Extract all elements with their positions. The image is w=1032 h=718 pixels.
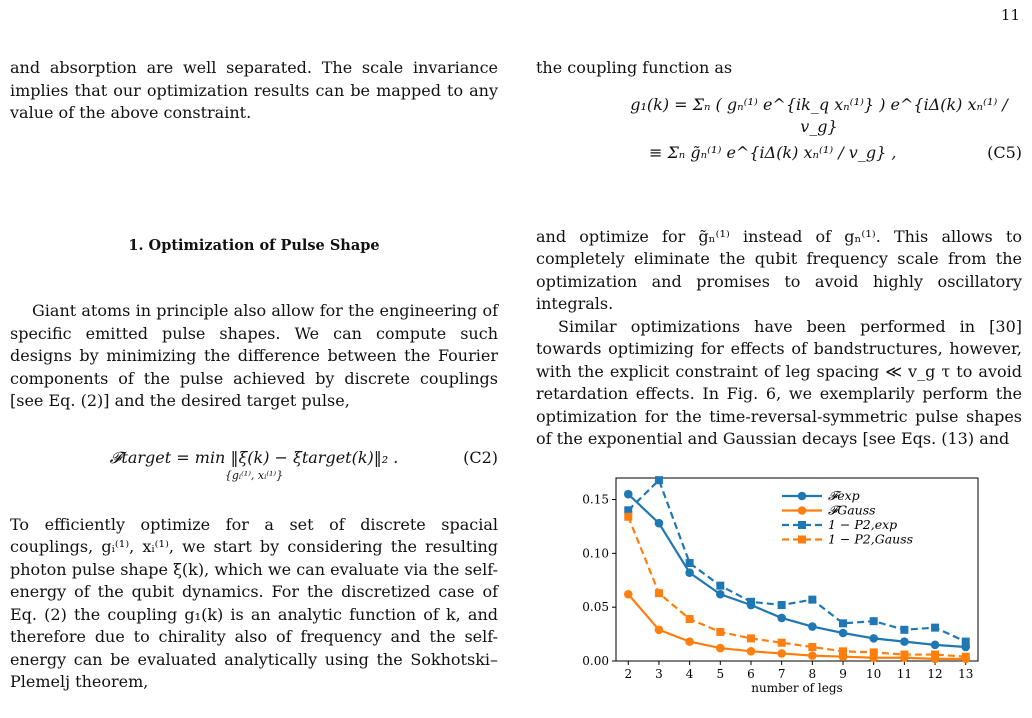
left-paragraph-2: Giant atoms in principle also allow for … (10, 301, 498, 410)
equation-c5: g₁(k) = Σₙ ( gₙ⁽¹⁾ e^{ik_q xₙ⁽¹⁾} ) e^{i… (536, 94, 1022, 186)
series-marker (900, 637, 909, 646)
equation-c2-body: 𝓕target = min ‖ξ(k) − ξtarget(k)‖₂ . (109, 447, 399, 467)
series-marker (746, 647, 756, 656)
figure-6-chart: 0.00 0.05 0.10 0.15 2 3 4 5 6 7 8 9 10 11 12 13 number o… (582, 476, 979, 695)
series-marker (869, 634, 878, 643)
equation-c2-subscript: {gᵢ⁽¹⁾, xᵢ⁽¹⁾} (224, 468, 284, 482)
legend-label-3: 1 − P2,Gauss (828, 532, 913, 547)
series-line-2 (627, 478, 967, 643)
right-paragraph-1: the coupling function as (536, 58, 733, 77)
series-marker (624, 506, 633, 515)
series-marker (777, 601, 786, 610)
series-marker (961, 652, 970, 661)
left-column: and absorption are well separated. The s… (10, 57, 498, 694)
left-paragraph-1: and absorption are well separated. The s… (10, 58, 498, 122)
series-marker (654, 476, 663, 485)
equation-c5-line2: ≡ Σₙ g̃ₙ⁽¹⁾ e^{iΔ(k) xₙ⁽¹⁾ / v_g} , (649, 142, 897, 162)
legend-marker (797, 491, 807, 501)
legend-marker (797, 506, 807, 515)
series-marker (685, 637, 694, 646)
series-marker (838, 628, 848, 638)
legend-label-0: 𝓕exp (828, 488, 860, 503)
y-tick-label: 0.05 (582, 600, 609, 614)
equation-c2: 𝓕target = min ‖ξ(k) − ξtarget(k)‖₂ . {gᵢ… (10, 444, 498, 486)
series-marker (746, 597, 755, 606)
series-marker (931, 650, 940, 659)
equation-c2-number: (C2) (463, 447, 498, 467)
series-marker (808, 595, 817, 604)
series-marker (808, 651, 817, 660)
series-marker (746, 634, 755, 643)
plot-frame (615, 477, 979, 662)
legend-marker (798, 521, 806, 529)
equation-c5-line1: g₁(k) = Σₙ ( gₙ⁽¹⁾ e^{ik_q xₙ⁽¹⁾} ) e^{i… (630, 94, 1008, 137)
series-marker (869, 648, 878, 657)
series-marker (808, 643, 817, 652)
x-tick-label: 4 (686, 667, 694, 681)
x-tick-label: 6 (747, 667, 755, 681)
series-marker (654, 589, 663, 598)
series-marker (623, 589, 633, 599)
equation-c5-number: (C5) (987, 142, 1022, 162)
x-tick-label: 10 (866, 667, 881, 681)
x-tick-label: 3 (655, 667, 663, 681)
x-tick-label: 12 (927, 667, 942, 681)
series-marker (685, 615, 694, 624)
series-marker (931, 623, 940, 632)
series-marker (624, 512, 633, 521)
series-marker (716, 589, 725, 599)
series-marker (808, 622, 817, 631)
series-marker (839, 619, 848, 628)
right-paragraph-3: Similar optimizations have been performe… (536, 316, 1023, 449)
series-line-3 (627, 516, 966, 658)
series-marker (685, 559, 694, 568)
series-line-0 (627, 493, 966, 649)
series-marker (777, 613, 786, 623)
y-tick-label: 0.00 (582, 654, 609, 668)
y-tick-label: 0.10 (582, 546, 609, 560)
page-number: 11 (1000, 6, 1020, 24)
x-tick-label: 2 (624, 667, 632, 681)
x-tick-label: 11 (897, 667, 912, 681)
legend-marker (798, 535, 806, 544)
series-marker (900, 650, 909, 659)
series-marker (716, 581, 725, 590)
x-tick-label: 5 (716, 667, 724, 681)
series-marker (716, 643, 725, 653)
series-line-1 (627, 593, 966, 660)
series-marker (900, 625, 909, 634)
y-tick-label: 0.15 (582, 493, 609, 507)
series-marker (716, 627, 725, 636)
legend-label-1: 𝓕Gauss (828, 503, 876, 518)
x-tick-label: 13 (958, 667, 973, 681)
series-marker (654, 625, 664, 635)
x-tick-label: 7 (778, 667, 786, 681)
series-marker (654, 518, 664, 528)
series-marker (777, 649, 786, 658)
x-tick-label: 9 (839, 667, 847, 681)
series-marker (961, 637, 970, 646)
series-marker (869, 617, 878, 626)
series-marker (777, 638, 786, 647)
series-marker (839, 647, 848, 656)
right-paragraph-2: and optimize for g̃ₙ⁽¹⁾ instead of gₙ⁽¹⁾… (536, 226, 1022, 314)
right-column: the coupling function as g₁(k) = Σₙ ( gₙ… (536, 57, 1022, 451)
series-marker (623, 489, 633, 499)
legend-label-2: 1 − P2,exp (828, 517, 897, 532)
series-marker (930, 640, 940, 650)
section-heading: 1. Optimization of Pulse Shape (128, 236, 380, 254)
x-axis-label: number of legs (751, 681, 842, 695)
x-tick-label: 8 (809, 667, 817, 681)
left-paragraph-3: To efficiently optimize for a set of dis… (10, 514, 498, 692)
series-marker (685, 568, 694, 578)
